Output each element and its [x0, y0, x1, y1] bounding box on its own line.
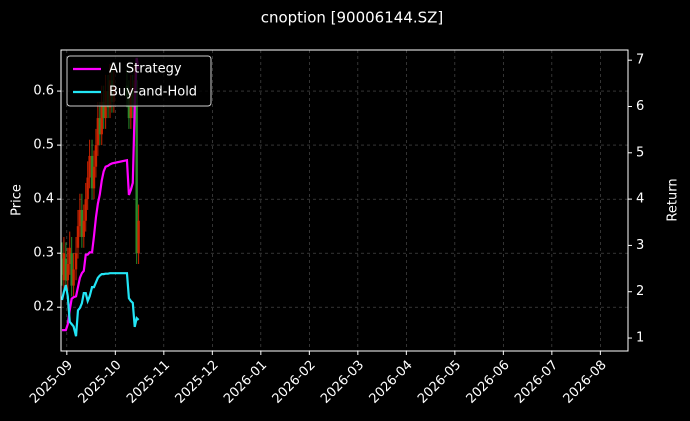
candle-body — [84, 199, 87, 221]
y2-tick-label: 6 — [636, 99, 644, 114]
candle-body — [135, 80, 138, 254]
candle-body — [100, 101, 103, 135]
y2-tick-label: 7 — [636, 53, 644, 68]
candle-body — [90, 155, 94, 189]
candle-body — [80, 209, 84, 237]
legend-box — [66, 55, 212, 107]
plot-frame — [60, 49, 629, 352]
y-tick-label: 0.3 — [33, 246, 54, 261]
chart-title: cnoption [90006144.SZ] — [261, 9, 444, 27]
candle-body — [82, 220, 85, 237]
y-axis-label: Price — [10, 184, 25, 216]
return-line — [60, 272, 140, 337]
candle-body — [98, 118, 102, 135]
candle-body — [68, 247, 71, 264]
legend-label: AI Strategy — [109, 62, 182, 77]
y-tick-label: 0.6 — [33, 84, 54, 99]
candle-body — [66, 263, 69, 281]
candle-body — [74, 253, 78, 270]
candle-body — [137, 220, 140, 254]
y-tick-label: 0.4 — [33, 192, 54, 207]
y2-tick-label: 3 — [636, 238, 644, 253]
candle-body — [96, 118, 100, 146]
candle-body — [88, 155, 91, 178]
return-line — [61, 57, 140, 332]
candle-body — [76, 226, 80, 248]
y2-tick-label: 1 — [636, 331, 644, 346]
candle-body — [62, 253, 66, 281]
y2-tick-label: 5 — [636, 145, 644, 160]
legend-label: Buy-and-Hold — [109, 85, 197, 100]
y-tick-label: 0.5 — [33, 138, 54, 153]
candle-body — [60, 258, 64, 275]
y-tick-label: 0.2 — [33, 300, 54, 315]
y2-tick-label: 2 — [636, 284, 644, 299]
candle-body — [64, 258, 68, 281]
candle-body — [127, 96, 131, 119]
candle-body — [102, 101, 105, 119]
candle-body — [94, 145, 98, 167]
y2-axis-label: Return — [666, 178, 681, 221]
candle-body — [92, 166, 96, 189]
y2-tick-label: 4 — [636, 192, 644, 207]
candle-body — [86, 177, 89, 200]
candle-body — [70, 253, 73, 286]
candle-body — [78, 209, 82, 227]
candle-body — [72, 269, 75, 286]
